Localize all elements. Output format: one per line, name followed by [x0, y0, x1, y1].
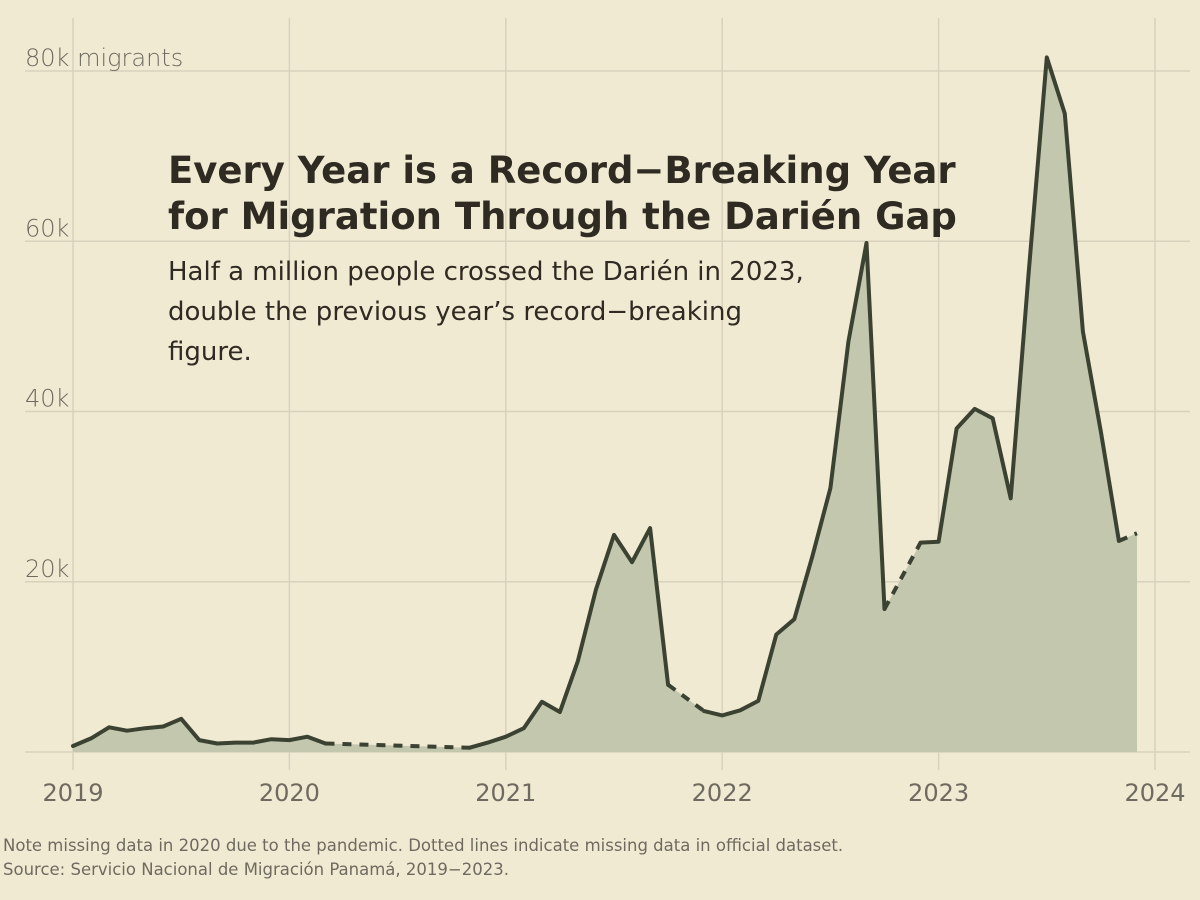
footer-source: Source: Servicio Nacional de Migración P… [3, 860, 509, 879]
x-tick-label: 2021 [475, 779, 536, 807]
y-tick-label: 40k [25, 385, 70, 413]
series-line-missing [666, 683, 706, 713]
y-axis-ticks: 20k 40k 60k 80k migrants [25, 44, 183, 583]
series-line [71, 716, 328, 748]
footer-note: Note missing data in 2020 due to the pan… [3, 836, 844, 855]
series-area [73, 57, 1137, 752]
y-tick-label: 80k migrants [25, 44, 183, 72]
chart-subtitle: Half a million people crossed the Darién… [168, 257, 804, 367]
x-tick-label: 2022 [692, 779, 753, 807]
series-line-missing [1118, 531, 1138, 543]
series-line [918, 55, 1121, 545]
chart-footer: Note missing data in 2020 due to the pan… [3, 834, 843, 882]
series-line-missing [882, 541, 923, 610]
chart-title: Every Year is a Record−Breaking Year for… [168, 149, 957, 238]
area-layer [73, 57, 1137, 752]
series-line-missing [325, 741, 470, 750]
x-tick-label: 2023 [908, 779, 969, 807]
series-line-layer [71, 55, 1138, 750]
x-tick-label: 2020 [259, 779, 320, 807]
x-tick-label: 2024 [1124, 779, 1185, 807]
x-tick-label: 2019 [42, 779, 103, 807]
x-axis-ticks: 2019 2020 2021 2022 2023 2024 [42, 779, 1185, 807]
series-line [702, 241, 887, 718]
series-line [467, 526, 671, 750]
y-tick-label: 20k [25, 555, 70, 583]
y-tick-label: 60k [25, 214, 70, 242]
